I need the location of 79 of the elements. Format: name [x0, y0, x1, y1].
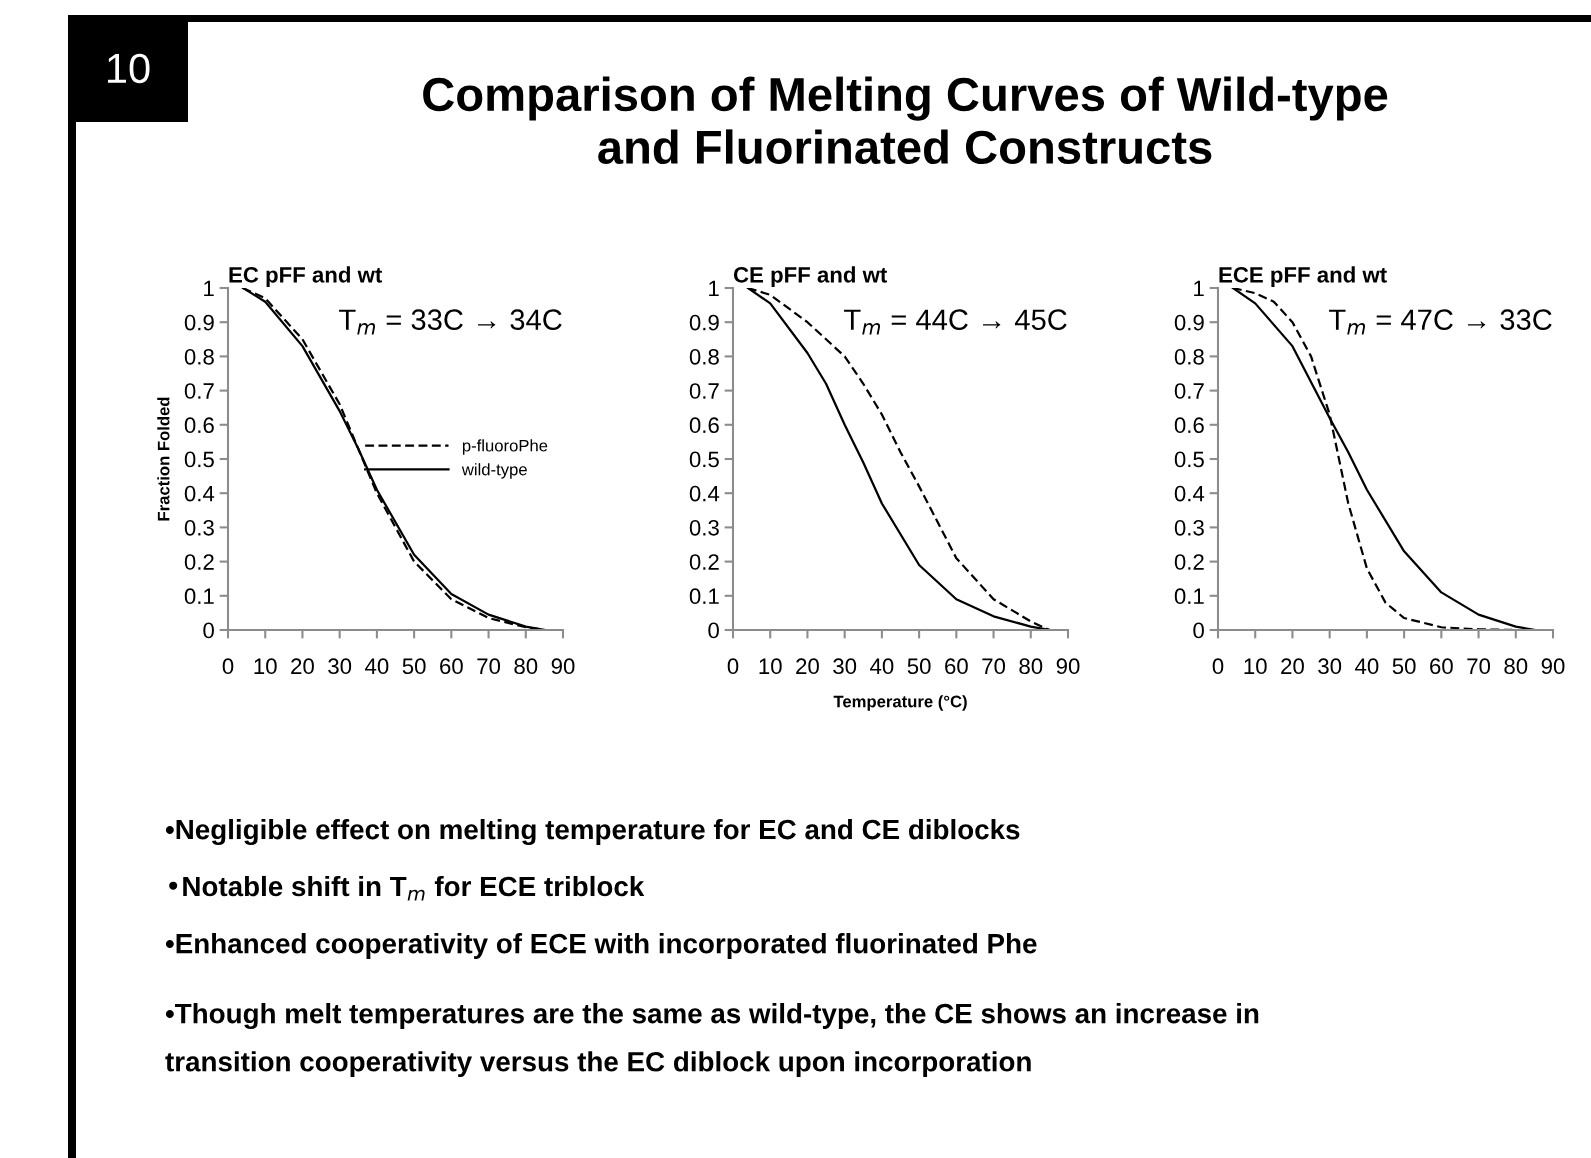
y-tick-label: 0.4: [184, 485, 215, 502]
x-tick-label: 50: [907, 658, 931, 675]
x-tick-label: 40: [365, 658, 389, 675]
annotation: T$_{m}$ = 44C → 45C: [844, 309, 1067, 335]
x-tick-label: 90: [1541, 658, 1565, 675]
y-tick-label: 0.1: [1174, 588, 1204, 605]
x-tick-label: 60: [440, 658, 463, 675]
x-tick-label: 50: [1392, 658, 1416, 675]
y-tick-label: 0.9: [184, 314, 214, 331]
annotation: T$_{m}$ = 47C → 33C: [1329, 309, 1552, 335]
y-tick-label: 0.5: [184, 451, 214, 468]
y-tick-label: 0: [708, 622, 719, 639]
y-tick-label: 0.1: [689, 588, 719, 605]
x-tick-label: 10: [759, 658, 782, 675]
x-tick-label: 10: [254, 658, 277, 675]
x-tick-label: 20: [291, 658, 314, 675]
chart-title: CE pFF and wt: [733, 266, 888, 288]
x-tick-label: 60: [945, 658, 968, 675]
x-tick-label: 30: [1318, 658, 1342, 675]
y-tick-label: 1: [709, 280, 719, 297]
x-tick-label: 40: [1355, 658, 1379, 675]
text: •Though melt temperatures are the same as wild-type, the CE shows an increase in transition cooperativity versus the EC diblock upon incorporation: [165, 1003, 1259, 1078]
y-tick-label: 0.8: [1174, 348, 1204, 365]
x-tick-label: 30: [833, 658, 857, 675]
y-tick-label: 0: [203, 622, 214, 639]
y-tick-label: 1: [1194, 280, 1204, 297]
text: •Notable shift in T$_{m}$ for ECE triblock: [169, 875, 645, 901]
legend-label: p-fluoroPhe: [462, 439, 548, 455]
y-tick-label: 0.3: [689, 519, 719, 536]
y-tick-label: 0.6: [1174, 417, 1204, 434]
y-tick-label: 0.7: [184, 383, 214, 399]
x-tick-label: 80: [514, 658, 538, 675]
x-tick-label: 0: [727, 658, 739, 675]
y-tick-label: 0.6: [689, 417, 719, 434]
x-tick-label: 0: [1212, 658, 1224, 675]
y-tick-label: 0.3: [1174, 519, 1204, 536]
x-tick-label: 50: [402, 658, 426, 675]
y-tick-label: 0.8: [689, 348, 719, 365]
y-tick-label: 0.5: [689, 451, 719, 468]
y-axis-title: Fraction Folded: [157, 397, 170, 521]
x-tick-label: 40: [870, 658, 894, 675]
annotation: T$_{m}$ = 33C → 34C: [339, 309, 562, 335]
y-tick-label: 0.5: [1174, 451, 1204, 468]
x-tick-label: 0: [222, 658, 234, 675]
y-tick-label: 0.7: [1174, 383, 1204, 399]
x-tick-label: 90: [1056, 658, 1080, 675]
x-tick-label: 70: [982, 658, 1006, 675]
y-tick-label: 0: [1193, 622, 1204, 639]
y-tick-label: 1: [204, 280, 214, 297]
x-tick-label: 30: [328, 658, 352, 675]
x-tick-label: 70: [1467, 658, 1491, 675]
x-tick-label: 70: [477, 658, 501, 675]
x-tick-label: 60: [1430, 658, 1453, 675]
text: 10: [108, 53, 150, 84]
text: •Negligible effect on melting temperature for EC and CE diblocks: [165, 818, 1020, 846]
y-tick-label: 0.2: [689, 554, 719, 570]
text: Comparison of Melting Curves of Wild-type and Fluorinated Constructs: [423, 76, 1388, 165]
y-tick-label: 0.4: [1174, 485, 1205, 502]
x-tick-label: 20: [796, 658, 819, 675]
x-tick-label: 80: [1504, 658, 1528, 675]
y-tick-label: 0.2: [1174, 554, 1204, 570]
chart-title: ECE pFF and wt: [1219, 266, 1387, 288]
y-tick-label: 0.3: [184, 519, 214, 536]
x-axis-title: Temperature (°C): [833, 695, 967, 711]
y-tick-label: 0.8: [184, 348, 214, 365]
y-tick-label: 0.9: [1174, 314, 1204, 331]
y-tick-label: 0.9: [689, 314, 719, 331]
x-tick-label: 10: [1244, 658, 1267, 675]
text: •Enhanced cooperativity of ECE with incorporated fluorinated Phe: [165, 933, 1037, 959]
y-tick-label: 0.2: [184, 554, 214, 570]
y-tick-label: 0.4: [689, 485, 720, 502]
x-tick-label: 20: [1281, 658, 1304, 675]
y-tick-label: 0.7: [689, 383, 719, 399]
chart-title: EC pFF and wt: [229, 266, 383, 288]
x-tick-label: 80: [1019, 658, 1043, 675]
x-tick-label: 90: [551, 658, 575, 675]
y-tick-label: 0.1: [184, 588, 214, 605]
y-tick-label: 0.6: [184, 417, 214, 434]
legend-label: wild-type: [461, 463, 527, 479]
